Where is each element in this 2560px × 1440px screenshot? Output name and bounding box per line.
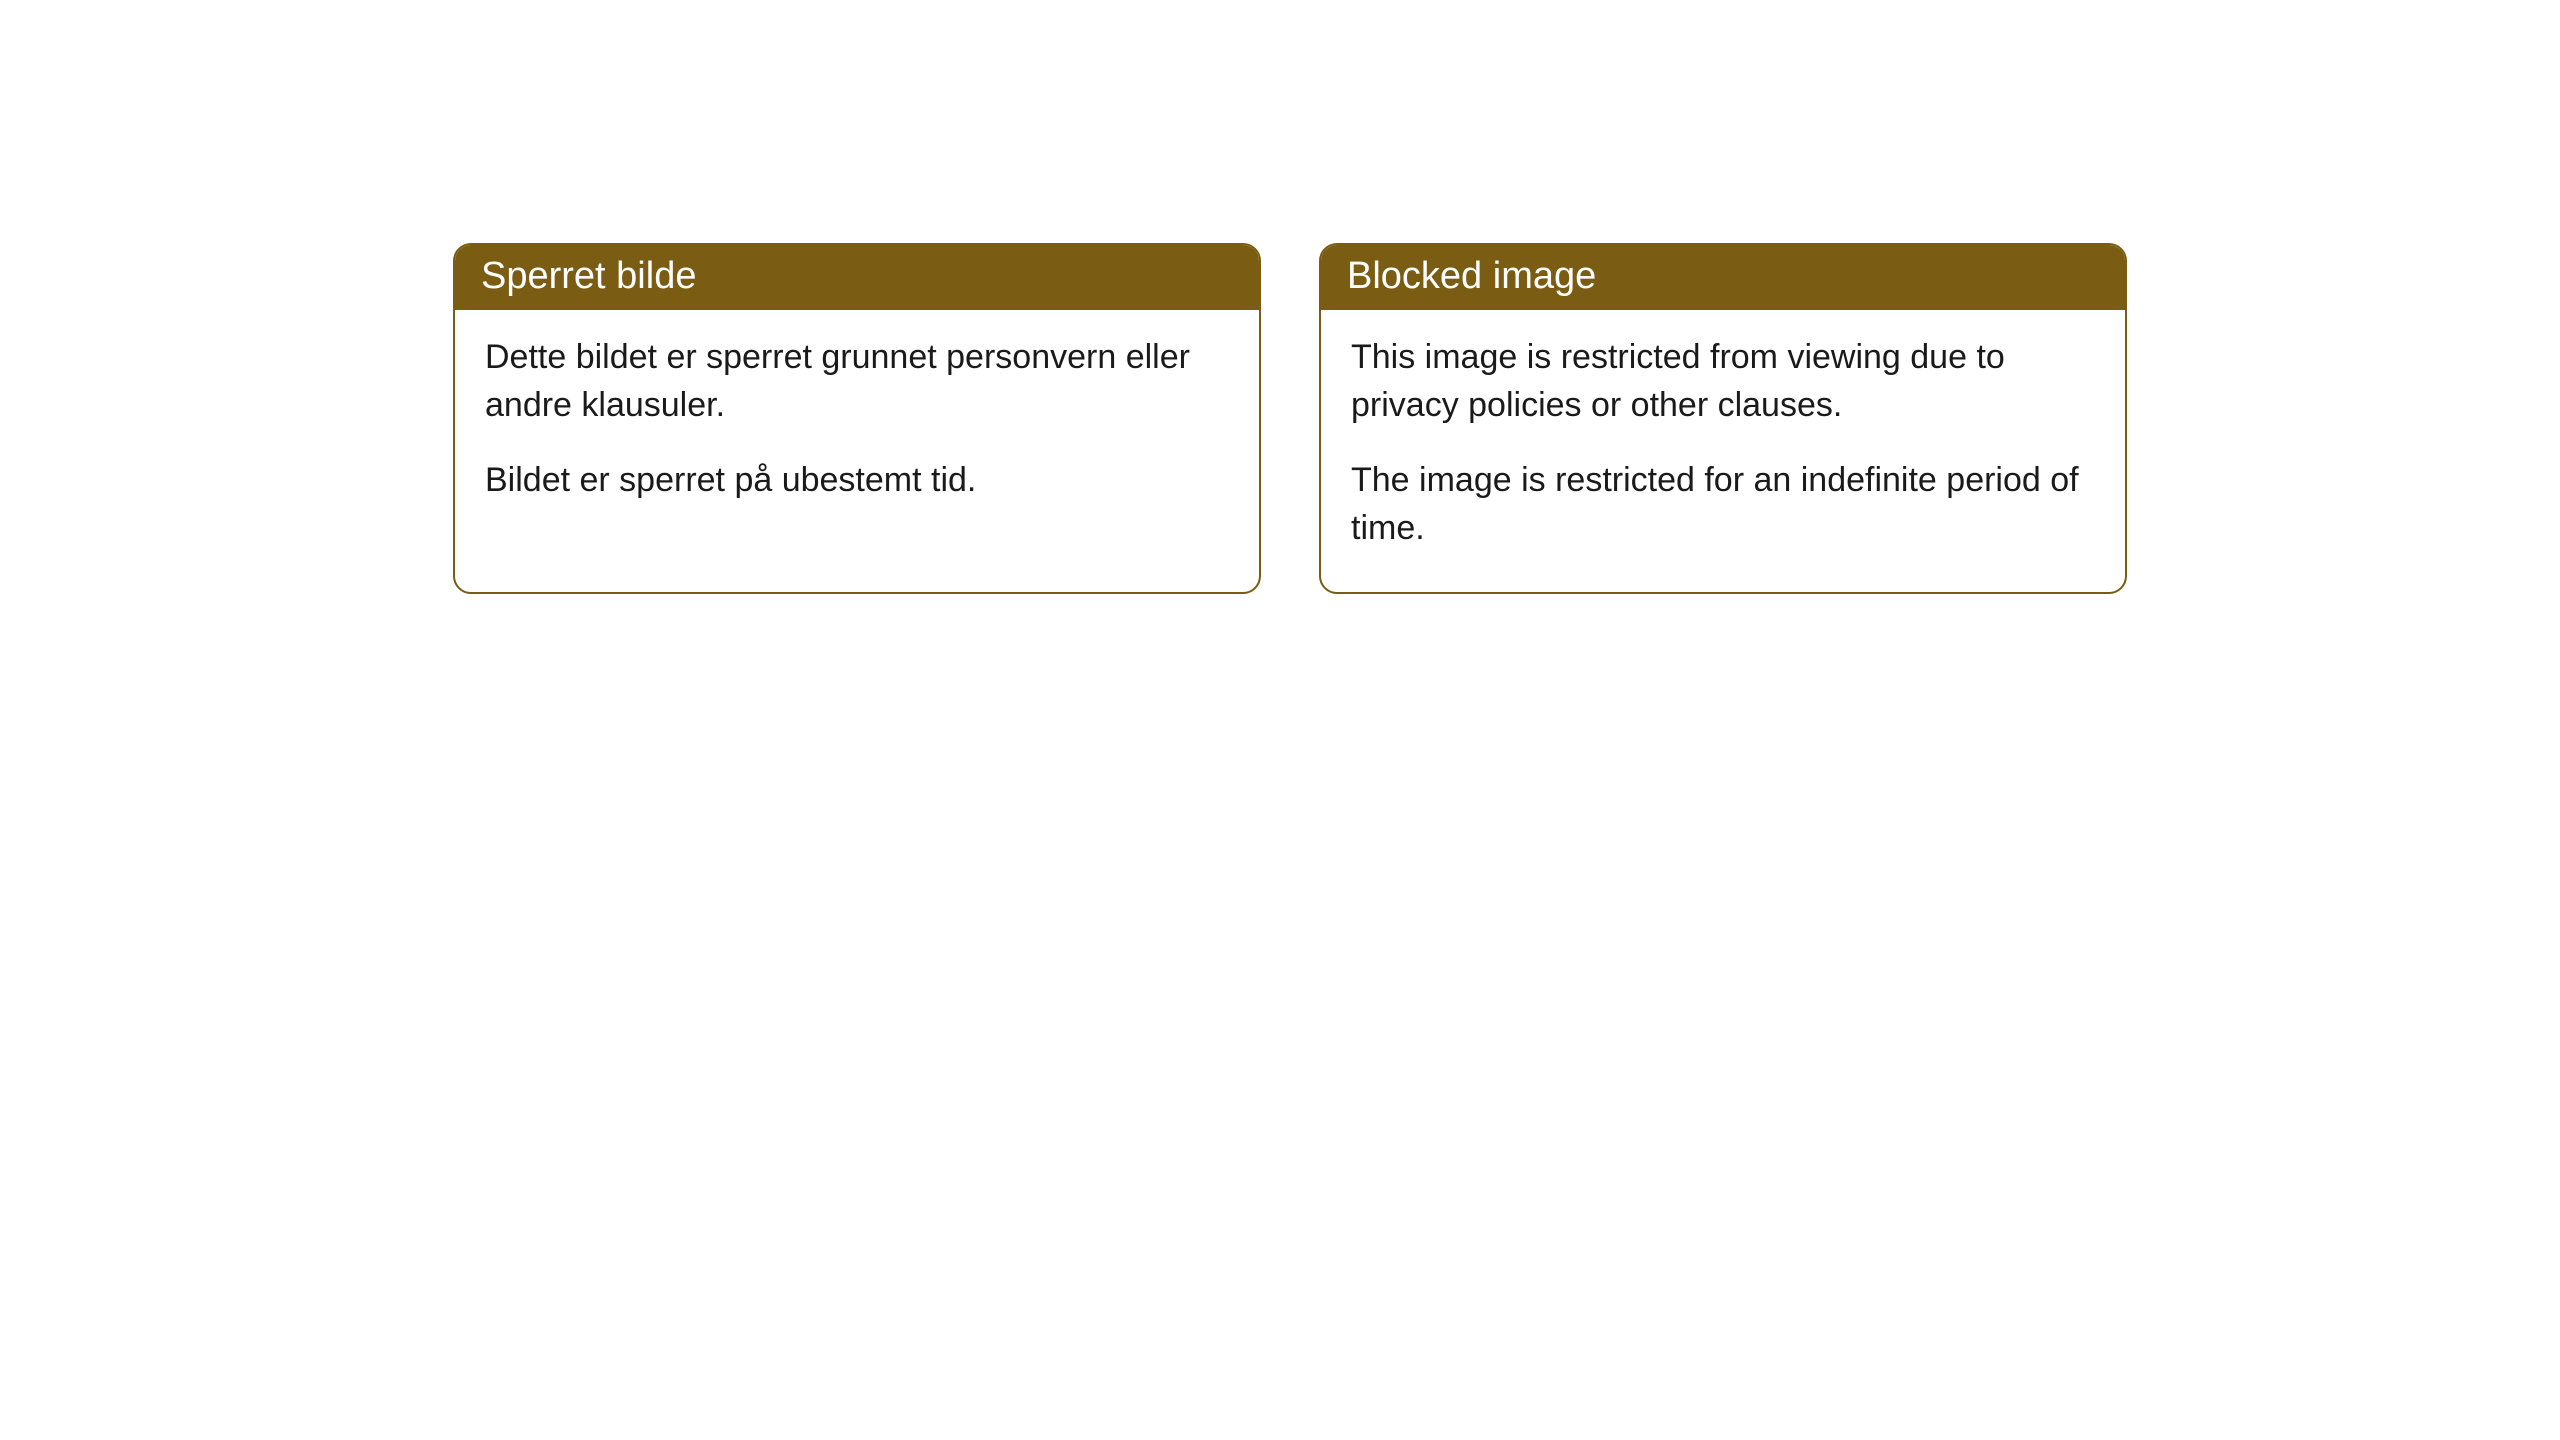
card-header: Sperret bilde [455,245,1259,310]
card-english: Blocked image This image is restricted f… [1319,243,2127,594]
card-body: Dette bildet er sperret grunnet personve… [455,310,1259,545]
card-paragraph: Dette bildet er sperret grunnet personve… [485,334,1229,429]
card-norwegian: Sperret bilde Dette bildet er sperret gr… [453,243,1261,594]
card-paragraph: Bildet er sperret på ubestemt tid. [485,457,1229,505]
card-paragraph: This image is restricted from viewing du… [1351,334,2095,429]
card-header: Blocked image [1321,245,2125,310]
cards-container: Sperret bilde Dette bildet er sperret gr… [453,243,2127,594]
card-body: This image is restricted from viewing du… [1321,310,2125,592]
card-paragraph: The image is restricted for an indefinit… [1351,457,2095,552]
card-title: Blocked image [1347,255,1596,297]
card-title: Sperret bilde [481,255,696,297]
